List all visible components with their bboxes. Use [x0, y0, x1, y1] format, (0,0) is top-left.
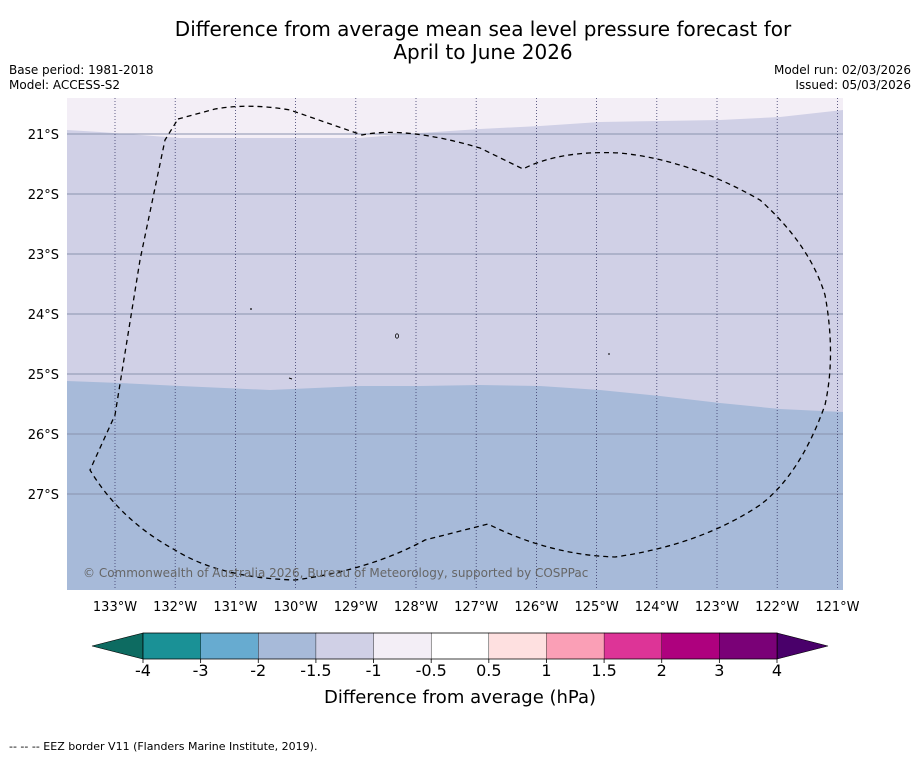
colorbar-bin — [142, 632, 202, 660]
longitude-label: 126°W — [514, 600, 558, 615]
colorbar-title: Difference from average (hPa) — [324, 687, 596, 708]
colorbar-tick-label: 1 — [541, 661, 551, 680]
longitude-label: 132°W — [153, 600, 197, 615]
eez-border-legend: -- -- -- EEZ border V11 (Flanders Marine… — [9, 740, 318, 753]
copyright-notice: © Commonwealth of Australia 2026, Bureau… — [83, 566, 588, 580]
latitude-label: 24°S — [28, 308, 59, 323]
longitude-label: 125°W — [575, 600, 619, 615]
eez-border — [89, 105, 832, 581]
colorbar-tick-label: 4 — [772, 661, 782, 680]
longitude-label: 122°W — [755, 600, 799, 615]
longitude-label: 128°W — [394, 600, 438, 615]
base-period: Base period: 1981-2018 — [9, 63, 154, 77]
colorbar-tick-label: -1.5 — [300, 661, 331, 680]
longitude-label: 133°W — [93, 600, 137, 615]
longitude-label: 131°W — [213, 600, 257, 615]
colorbar-bin — [373, 632, 432, 660]
colorbar-bin — [430, 632, 490, 660]
colorbar-bin — [488, 632, 548, 660]
colorbar: -4 -3 -2 -1.5 -1 -0.5 0.5 1 1.5 2 3 4 Difference fr… — [91, 632, 829, 708]
colorbar-tick-label: -4 — [135, 661, 151, 680]
colorbar-tick-label: 0.5 — [476, 661, 501, 680]
colorbar-tick-label: 3 — [714, 661, 724, 680]
longitude-label: 127°W — [454, 600, 498, 615]
model-run: Model run: 02/03/2026 — [773, 63, 911, 77]
longitude-labels: 133°W 132°W 131°W 130°W 129°W 128°W 127°W 126°W… — [93, 600, 860, 615]
map-title-line1: Difference from average mean sea level p… — [174, 17, 792, 41]
colorbar-tick-label: 1.5 — [591, 661, 616, 680]
issued-date: Issued: 05/03/2026 — [795, 78, 911, 92]
latitude-labels: 21°S 22°S 23°S 24°S 25°S 26°S 27°S — [28, 128, 59, 503]
latitude-label: 26°S — [28, 428, 59, 443]
pressure-band-lower — [67, 381, 843, 590]
longitude-label: 130°W — [274, 600, 318, 615]
longitude-label: 123°W — [695, 600, 739, 615]
colorbar-tick-label: -0.5 — [416, 661, 447, 680]
colorbar-over-arrow — [776, 632, 829, 660]
map-title-line2: April to June 2026 — [393, 40, 573, 64]
islands — [250, 308, 610, 380]
colorbar-bins — [142, 632, 778, 660]
model-name: Model: ACCESS-S2 — [9, 78, 121, 92]
colorbar-bin — [315, 632, 375, 660]
map-panel: © Commonwealth of Australia 2026, Bureau… — [67, 98, 843, 590]
colorbar-tick-label: -3 — [193, 661, 209, 680]
latitude-label: 23°S — [28, 248, 59, 263]
map-figure: © Commonwealth of Australia 2026, Bureau… — [28, 98, 860, 708]
colorbar-bin — [258, 632, 317, 660]
colorbar-bin — [661, 632, 721, 660]
colorbar-tick-label: -1 — [366, 661, 382, 680]
colorbar-bin — [200, 632, 259, 660]
colorbar-bin — [546, 632, 605, 660]
latitude-gridlines — [67, 133, 843, 495]
colorbar-bin — [719, 632, 778, 660]
longitude-gridlines — [114, 98, 838, 590]
colorbar-tick-label: 2 — [657, 661, 667, 680]
metadata-right: Model run: 02/03/2026 Issued: 05/03/2026 — [774, 63, 911, 93]
longitude-label: 121°W — [815, 600, 859, 615]
colorbar-under-arrow — [91, 632, 144, 660]
latitude-label: 22°S — [28, 188, 59, 203]
colorbar-outline — [142, 632, 778, 660]
latitude-label: 25°S — [28, 368, 59, 383]
metadata-left: Base period: 1981-2018 Model: ACCESS-S2 — [9, 63, 154, 93]
colorbar-tick-label: -2 — [250, 661, 266, 680]
map-title: Difference from average mean sea level p… — [0, 18, 919, 64]
longitude-label: 124°W — [635, 600, 679, 615]
longitude-label: 129°W — [334, 600, 378, 615]
latitude-label: 21°S — [28, 128, 59, 143]
colorbar-ticks: -4 -3 -2 -1.5 -1 -0.5 0.5 1 1.5 2 3 4 — [135, 659, 782, 680]
latitude-label: 27°S — [28, 488, 59, 503]
colorbar-bin — [603, 632, 663, 660]
